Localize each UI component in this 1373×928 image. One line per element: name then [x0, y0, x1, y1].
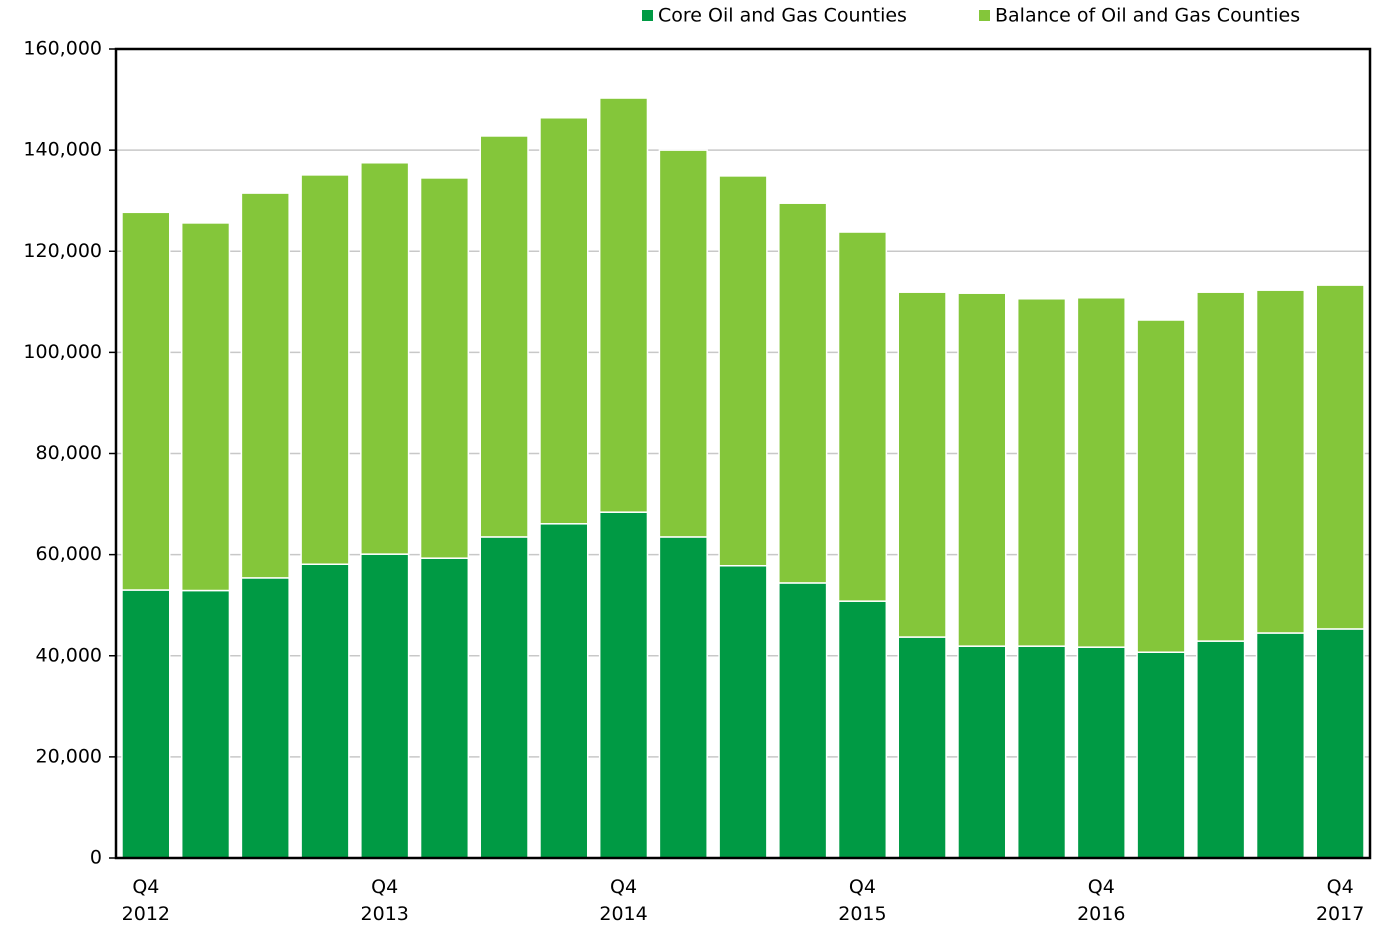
- bar-segment: [1076, 646, 1126, 859]
- bar-segment: [121, 589, 171, 859]
- bar-segment: [658, 536, 708, 859]
- bar-segment: [718, 175, 768, 567]
- bar-segment: [479, 536, 529, 859]
- bar-segment: [240, 577, 290, 859]
- bar-segment: [837, 600, 888, 859]
- x-tick-label: Q4 2012: [121, 876, 171, 925]
- plot-border: [114, 47, 1372, 860]
- bar-segment: [539, 523, 589, 859]
- bar-segment: [121, 211, 171, 591]
- bar-segment: [837, 231, 888, 602]
- y-tick-label: 160,000: [23, 38, 102, 60]
- x-tick-label: Q4 2016: [1077, 876, 1126, 925]
- bar-segment: [1196, 291, 1246, 642]
- legend-label: Balance of Oil and Gas Counties: [995, 5, 1300, 27]
- bar-segment: [778, 582, 828, 859]
- bar-segment: [479, 135, 529, 538]
- bar-segment: [360, 162, 410, 555]
- bar-segment: [897, 636, 947, 859]
- bar-segment: [180, 222, 231, 592]
- bar-segment: [1315, 284, 1365, 630]
- bar-segment: [240, 192, 290, 579]
- y-tick-label: 40,000: [36, 644, 102, 666]
- bar-segment: [1136, 651, 1186, 859]
- bar-segment: [1255, 632, 1306, 859]
- bar-segment: [1016, 298, 1067, 647]
- bar-segment: [1196, 640, 1246, 859]
- bar-segment: [1315, 628, 1365, 859]
- bar-segment: [1136, 319, 1186, 653]
- bar-segment: [598, 97, 649, 513]
- y-tick-label: 100,000: [23, 341, 102, 363]
- bar-segment: [718, 564, 768, 859]
- x-tick-label: Q4 2017: [1315, 876, 1365, 925]
- bar-segment: [778, 202, 828, 584]
- x-tick-label: Q4 2013: [360, 876, 409, 925]
- bar-segment: [598, 511, 649, 859]
- bar-segment: [658, 149, 708, 538]
- bar-segment: [957, 292, 1007, 647]
- bar-segment: [419, 177, 470, 559]
- bar-segment: [897, 291, 947, 638]
- legend-marker: [979, 10, 990, 21]
- bar-segment: [419, 557, 470, 859]
- y-tick-label: 140,000: [23, 139, 102, 161]
- y-tick-label: 60,000: [36, 543, 102, 565]
- y-tick-label: 20,000: [36, 745, 102, 767]
- y-tick-label: 0: [90, 847, 102, 869]
- bar-segment: [1076, 297, 1126, 648]
- bar-segment: [300, 563, 350, 859]
- bar-segment: [300, 174, 350, 565]
- x-tick-label: Q4 2014: [599, 876, 648, 925]
- legend-marker: [642, 10, 653, 21]
- bar-segment: [1255, 289, 1306, 634]
- bar-segment: [539, 117, 589, 525]
- legend-label: Core Oil and Gas Counties: [658, 5, 907, 27]
- x-tick-label: Q4 2015: [838, 876, 887, 925]
- bar-segment: [1016, 645, 1067, 859]
- bar-segment: [180, 589, 231, 859]
- y-tick-label: 120,000: [23, 240, 102, 262]
- bar-segment: [360, 553, 410, 859]
- bar-segment: [957, 645, 1007, 859]
- y-tick-label: 80,000: [36, 442, 102, 464]
